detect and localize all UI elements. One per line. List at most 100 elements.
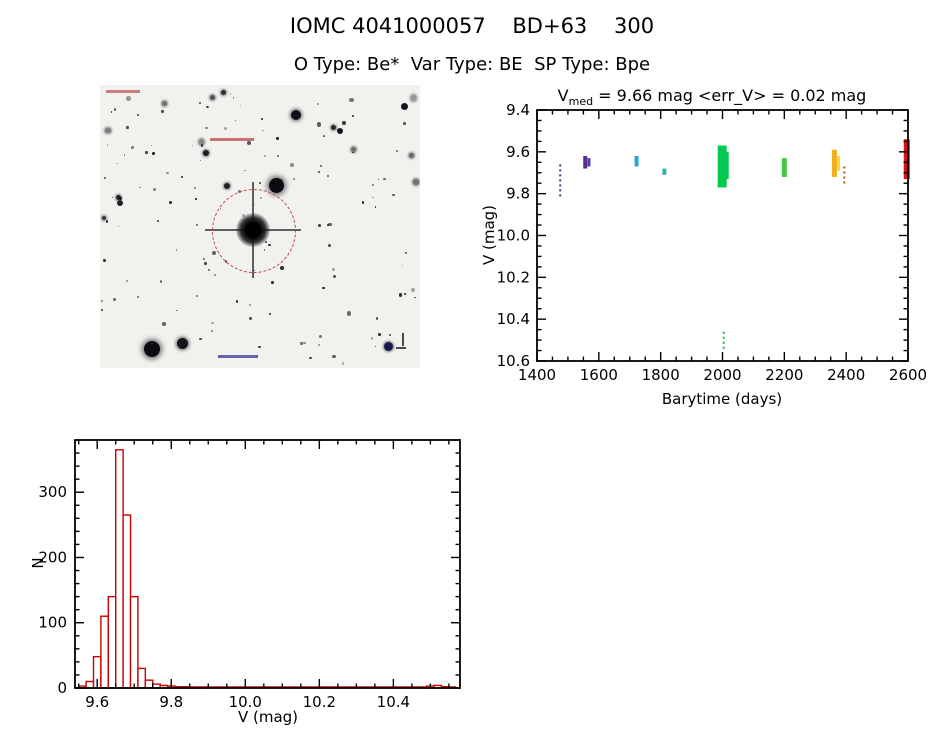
star	[326, 174, 329, 178]
hist-bar	[100, 615, 110, 689]
star	[153, 188, 156, 191]
star	[264, 155, 266, 157]
hist-y-tick-label: 0	[57, 679, 67, 697]
hist-y-tick-label: 200	[38, 548, 67, 566]
lightcurve-title-sub: med	[568, 95, 594, 109]
star	[371, 196, 374, 199]
lc-y-tick-label: 9.6	[506, 143, 530, 161]
star	[317, 102, 320, 105]
lc-cluster	[662, 168, 667, 175]
star	[337, 128, 343, 134]
star	[211, 330, 213, 332]
star	[117, 200, 123, 206]
hist-x-tick-label: 10.2	[303, 693, 336, 711]
star	[258, 345, 261, 348]
star	[103, 259, 106, 263]
hist-x-tick-label: 9.6	[85, 693, 109, 711]
star	[330, 124, 336, 130]
star	[289, 162, 294, 167]
star	[403, 121, 406, 125]
star	[181, 176, 184, 179]
star	[212, 250, 216, 255]
star	[113, 108, 117, 111]
lc-x-tick-label: 2200	[765, 366, 803, 384]
star	[200, 144, 204, 147]
star	[126, 96, 131, 101]
star	[268, 177, 284, 193]
star	[262, 129, 264, 131]
star	[126, 126, 129, 129]
star	[413, 179, 419, 185]
star	[206, 106, 209, 108]
hist-bar	[122, 514, 132, 689]
star	[202, 257, 205, 261]
lightcurve-title: Vmed = 9.66 mag <err_V> = 0.02 mag	[558, 86, 867, 108]
star	[352, 151, 355, 154]
target-circle-marker	[212, 189, 296, 273]
star	[332, 354, 336, 359]
star	[162, 100, 168, 106]
star	[204, 262, 207, 265]
hist-bar	[137, 667, 147, 689]
star	[234, 119, 237, 122]
star	[408, 152, 414, 158]
star	[232, 97, 234, 99]
hist-x-tick-label: 10.0	[229, 693, 262, 711]
star	[276, 154, 280, 157]
star	[300, 342, 303, 345]
lc-cluster	[634, 156, 639, 167]
star	[224, 183, 231, 190]
star	[395, 149, 398, 152]
star	[293, 177, 296, 180]
star	[403, 292, 406, 295]
star	[291, 110, 301, 120]
star	[303, 341, 307, 345]
star	[374, 205, 377, 208]
star	[144, 341, 160, 357]
star	[332, 268, 335, 271]
star	[309, 356, 312, 360]
lightcurve-title-rest: = 9.66 mag <err_V> = 0.02 mag	[593, 86, 867, 105]
lc-x-tick-label: 2600	[889, 366, 927, 384]
star	[317, 170, 321, 173]
page-title: IOMC 4041000057 BD+63 300	[289, 14, 655, 38]
star	[224, 127, 227, 131]
star	[110, 111, 113, 113]
star	[176, 309, 178, 311]
star	[383, 177, 386, 180]
star	[159, 280, 163, 283]
star	[152, 151, 156, 155]
hist-x-tick-label: 9.8	[159, 693, 183, 711]
scale-bar-vertical	[402, 333, 404, 346]
star	[211, 322, 214, 325]
hist-axes-box	[74, 439, 461, 689]
star	[247, 141, 251, 146]
star	[196, 224, 199, 227]
page-subtitle: O Type: Be* Var Type: BE SP Type: Bpe	[293, 54, 651, 75]
lc-cluster	[781, 158, 787, 177]
star	[259, 182, 261, 184]
hist-y-tick-label: 100	[38, 614, 67, 632]
star	[316, 122, 322, 127]
star	[144, 150, 148, 154]
star	[279, 266, 285, 271]
star	[248, 304, 251, 307]
star	[411, 287, 416, 292]
lc-y-tick-label: 10.0	[497, 227, 530, 245]
star	[377, 178, 380, 181]
star	[103, 177, 106, 180]
star	[398, 293, 402, 297]
star	[269, 312, 272, 315]
star	[341, 120, 346, 125]
star	[198, 139, 205, 145]
lc-cluster	[831, 149, 837, 177]
lc-x-tick-label: 2400	[827, 366, 865, 384]
star	[235, 300, 238, 303]
star	[322, 286, 325, 290]
star	[248, 316, 252, 320]
star	[112, 196, 114, 198]
star	[117, 225, 119, 227]
star	[137, 114, 140, 117]
star	[131, 145, 135, 149]
